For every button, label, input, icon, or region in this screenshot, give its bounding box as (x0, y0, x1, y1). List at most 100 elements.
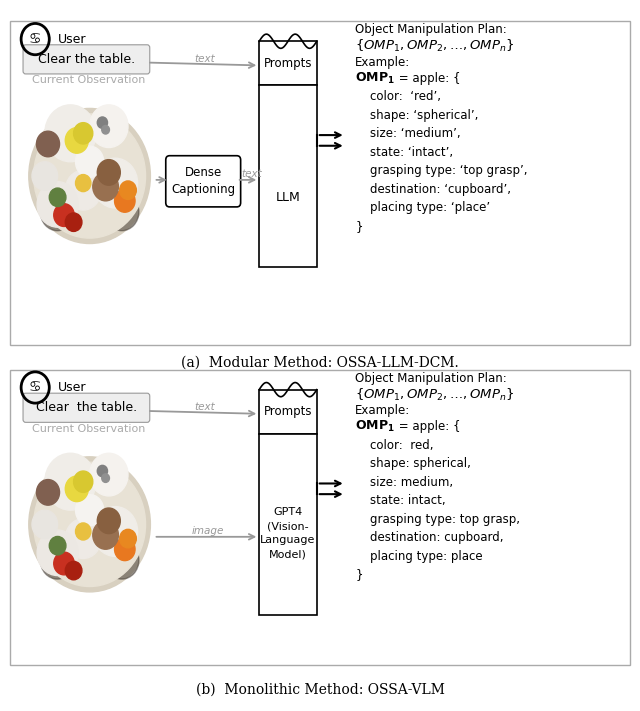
Circle shape (32, 162, 58, 191)
Circle shape (29, 109, 150, 244)
Circle shape (105, 541, 139, 579)
Circle shape (49, 188, 66, 206)
Text: }: } (355, 220, 363, 232)
Text: grasping type: ‘top grasp’,: grasping type: ‘top grasp’, (355, 164, 528, 177)
Text: state: intact,: state: intact, (355, 494, 446, 507)
Circle shape (65, 518, 101, 559)
Circle shape (29, 456, 150, 592)
Circle shape (93, 173, 118, 201)
Bar (10, 21, 630, 345)
Circle shape (97, 466, 108, 476)
Circle shape (36, 479, 60, 505)
Circle shape (45, 454, 96, 510)
Circle shape (102, 126, 109, 134)
Circle shape (40, 541, 74, 579)
Circle shape (93, 520, 118, 549)
Bar (10, 370, 630, 665)
Text: ♋: ♋ (29, 32, 42, 46)
Text: User: User (58, 381, 86, 394)
Circle shape (102, 474, 109, 482)
Text: Object Manipulation Plan:: Object Manipulation Plan: (355, 23, 507, 36)
Text: Prompts: Prompts (264, 405, 312, 418)
Circle shape (54, 204, 74, 227)
FancyBboxPatch shape (23, 393, 150, 422)
FancyBboxPatch shape (23, 45, 150, 74)
Circle shape (97, 117, 108, 129)
Text: text: text (195, 402, 215, 412)
Circle shape (65, 562, 82, 580)
Circle shape (37, 182, 78, 228)
Circle shape (49, 536, 66, 555)
Text: $\bf{OMP_1}$: $\bf{OMP_1}$ (355, 70, 395, 86)
Text: = apple: {: = apple: { (395, 420, 460, 433)
Circle shape (76, 523, 91, 540)
Circle shape (45, 105, 96, 162)
Text: placing type: place: placing type: place (355, 550, 483, 562)
Bar (259, 85, 317, 267)
Text: image: image (192, 526, 224, 536)
Text: (a)  Modular Method: OSSA-LLM-DCM.: (a) Modular Method: OSSA-LLM-DCM. (181, 356, 459, 370)
Text: Current Observation: Current Observation (32, 424, 145, 434)
Circle shape (76, 495, 104, 526)
Text: Prompts: Prompts (264, 57, 312, 70)
Circle shape (105, 193, 139, 230)
Text: ♋: ♋ (29, 380, 42, 395)
Text: Clear the table.: Clear the table. (38, 53, 135, 66)
Bar (259, 390, 317, 434)
Circle shape (74, 122, 93, 144)
Text: text: text (195, 54, 215, 64)
Text: User: User (58, 33, 86, 46)
Text: grasping type: top grasp,: grasping type: top grasp, (355, 513, 520, 525)
Circle shape (97, 160, 120, 186)
Circle shape (90, 105, 128, 148)
Text: (b)  Monolithic Method: OSSA-VLM: (b) Monolithic Method: OSSA-VLM (196, 683, 444, 697)
Text: Example:: Example: (355, 405, 410, 417)
Text: color:  ‘red’,: color: ‘red’, (355, 90, 441, 103)
Text: Clear  the table.: Clear the table. (36, 401, 137, 415)
Circle shape (76, 146, 104, 178)
Text: Object Manipulation Plan:: Object Manipulation Plan: (355, 372, 507, 385)
Text: destination: ‘cupboard’,: destination: ‘cupboard’, (355, 183, 511, 196)
Circle shape (65, 476, 88, 502)
Circle shape (32, 510, 58, 539)
Text: $\bf{OMP_1}$: $\bf{OMP_1}$ (355, 419, 395, 434)
Circle shape (97, 508, 120, 533)
Text: placing type: ‘place’: placing type: ‘place’ (355, 201, 490, 214)
Circle shape (120, 529, 136, 547)
Text: $\{OMP_1, OMP_2, \ldots, OMP_n\}$: $\{OMP_1, OMP_2, \ldots, OMP_n\}$ (355, 38, 515, 54)
Text: Current Observation: Current Observation (32, 75, 145, 85)
Circle shape (34, 114, 145, 238)
Circle shape (65, 213, 82, 232)
Text: color:  red,: color: red, (355, 439, 434, 451)
Circle shape (36, 131, 60, 156)
Text: Dense
Captioning: Dense Captioning (171, 166, 236, 196)
Text: LLM: LLM (276, 191, 300, 204)
Circle shape (93, 506, 138, 556)
Circle shape (34, 462, 145, 587)
FancyBboxPatch shape (166, 156, 241, 207)
Text: shape: ‘spherical’,: shape: ‘spherical’, (355, 109, 479, 122)
Text: size: ‘medium’,: size: ‘medium’, (355, 127, 461, 140)
Circle shape (65, 170, 101, 210)
Text: size: medium,: size: medium, (355, 476, 453, 488)
Circle shape (120, 181, 136, 200)
Bar (259, 434, 317, 615)
Text: state: ‘intact’,: state: ‘intact’, (355, 146, 453, 159)
Circle shape (90, 454, 128, 496)
Circle shape (65, 128, 88, 154)
Circle shape (54, 552, 74, 574)
Circle shape (76, 175, 91, 192)
Text: $\{OMP_1, OMP_2, \ldots, OMP_n\}$: $\{OMP_1, OMP_2, \ldots, OMP_n\}$ (355, 387, 515, 402)
Text: shape: spherical,: shape: spherical, (355, 457, 471, 470)
Circle shape (37, 530, 78, 576)
Circle shape (115, 538, 135, 560)
Text: }: } (355, 568, 363, 581)
Text: text: text (241, 169, 262, 179)
Bar (259, 41, 317, 85)
Circle shape (74, 471, 93, 492)
Text: destination: cupboard,: destination: cupboard, (355, 531, 504, 544)
Text: Example:: Example: (355, 56, 410, 69)
Text: GPT4
(Vision-
Language
Model): GPT4 (Vision- Language Model) (260, 508, 316, 560)
Circle shape (93, 159, 138, 208)
Text: = apple: {: = apple: { (395, 72, 460, 85)
